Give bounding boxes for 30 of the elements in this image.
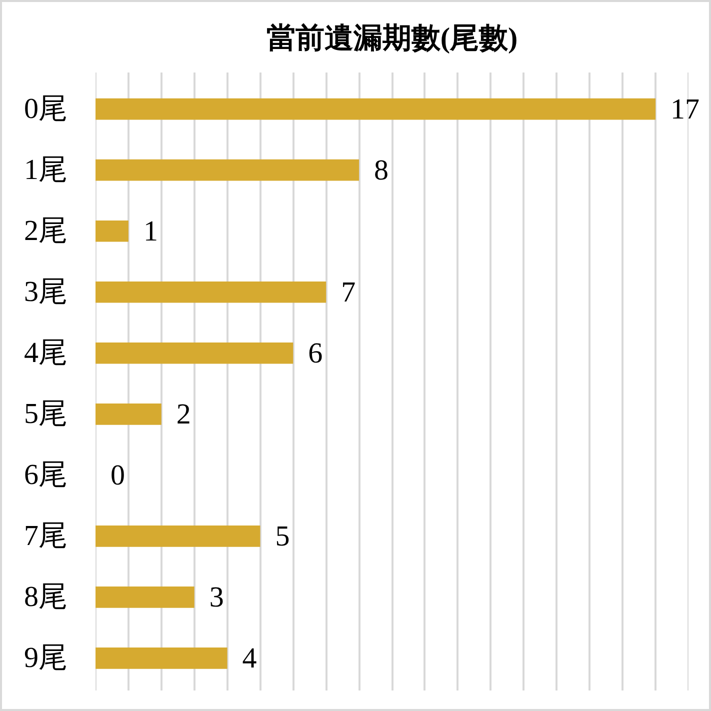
y-tick-label: 9尾	[24, 642, 68, 674]
data-label: 6	[308, 338, 323, 370]
data-label: 4	[242, 642, 258, 675]
bar	[96, 220, 128, 242]
bar	[96, 647, 228, 669]
bar	[96, 403, 162, 425]
bar	[96, 525, 260, 547]
bar	[96, 281, 326, 303]
y-tick-label: 2尾	[24, 215, 68, 248]
data-label: 17	[670, 94, 700, 126]
bar	[96, 98, 656, 120]
y-tick-label: 3尾	[24, 276, 68, 308]
y-tick-label: 6尾	[24, 459, 68, 492]
data-label: 2	[176, 398, 191, 431]
data-label: 0	[110, 460, 125, 492]
data-label: 7	[341, 276, 356, 309]
bar	[96, 159, 360, 181]
y-tick-label: 7尾	[24, 520, 68, 552]
y-tick-label: 0尾	[24, 93, 68, 126]
y-tick-label: 1尾	[24, 154, 68, 186]
data-label: 5	[275, 520, 290, 553]
y-tick-label: 8尾	[24, 581, 68, 614]
y-tick-label: 4尾	[24, 337, 68, 370]
data-label: 1	[143, 216, 158, 248]
y-tick-label: 5尾	[24, 398, 68, 430]
bar	[96, 586, 194, 608]
bar	[96, 342, 294, 364]
data-label: 8	[374, 154, 389, 187]
data-label: 3	[209, 582, 224, 614]
chart-title: 當前遺漏期數(尾數)	[266, 22, 518, 54]
